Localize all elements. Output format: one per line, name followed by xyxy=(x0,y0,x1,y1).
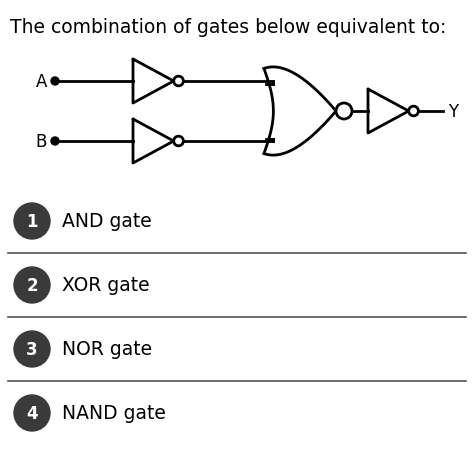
Text: B: B xyxy=(36,133,47,151)
Text: AND gate: AND gate xyxy=(62,212,152,231)
Text: 2: 2 xyxy=(26,276,38,295)
Circle shape xyxy=(173,77,183,87)
Text: 4: 4 xyxy=(26,404,38,422)
Circle shape xyxy=(14,395,50,431)
Text: NOR gate: NOR gate xyxy=(62,340,152,359)
Circle shape xyxy=(51,78,59,86)
Text: 3: 3 xyxy=(26,340,38,358)
Text: Y: Y xyxy=(448,103,458,121)
Text: XOR gate: XOR gate xyxy=(62,276,150,295)
Circle shape xyxy=(51,138,59,146)
Text: 1: 1 xyxy=(26,212,38,230)
Circle shape xyxy=(14,331,50,367)
Circle shape xyxy=(409,107,419,116)
Text: A: A xyxy=(36,73,47,91)
Circle shape xyxy=(14,203,50,239)
Circle shape xyxy=(14,267,50,304)
Circle shape xyxy=(336,104,352,120)
Text: NAND gate: NAND gate xyxy=(62,404,166,423)
Text: The combination of gates below equivalent to:: The combination of gates below equivalen… xyxy=(10,18,447,37)
Circle shape xyxy=(173,137,183,147)
